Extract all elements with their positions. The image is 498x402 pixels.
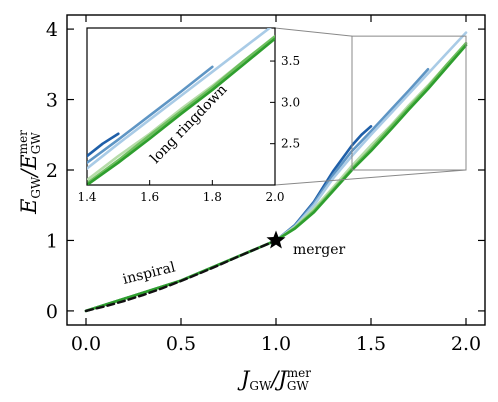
x-tick-label: 0.0 — [71, 333, 101, 355]
inset-series — [87, 28, 275, 185]
inset-series-line — [87, 37, 275, 185]
y-tick-label: 3 — [46, 90, 58, 112]
y-axis-label: EGW/EGWmer — [16, 130, 43, 215]
inset-series-line — [87, 28, 272, 171]
zoom-indicator — [274, 27, 467, 186]
y-tick-label: 0 — [46, 301, 58, 323]
y-tick-label: 4 — [46, 19, 58, 41]
x-tick-label: 2.0 — [451, 333, 481, 355]
zoom-connector-top — [274, 27, 353, 37]
inset-x-tick-label: 1.8 — [203, 190, 222, 204]
main-ticks: 0.0 0.5 1.0 1.5 2.0 0 1 2 3 4 — [46, 15, 485, 355]
series-line-inspiral-dashed — [84, 239, 278, 313]
inset-y-tick-label: 3.5 — [281, 54, 300, 68]
y-tick-label: 1 — [46, 230, 58, 252]
inset-x-tick-label: 2.0 — [265, 190, 284, 204]
inset-x-tick-label: 1.6 — [140, 190, 159, 204]
x-tick-label: 1.5 — [356, 333, 386, 355]
x-axis-label: JGW/JGWmer — [237, 366, 311, 393]
y-tick-label: 2 — [46, 160, 58, 182]
inset-y-tick-label: 3.0 — [281, 95, 300, 109]
merger-star-marker — [266, 230, 286, 249]
zoom-region-box — [351, 35, 467, 171]
annotation-merger: merger — [293, 242, 346, 258]
inset-series-line — [87, 65, 214, 165]
x-tick-label: 1.0 — [261, 333, 291, 355]
inset-x-tick-label: 1.4 — [77, 190, 96, 204]
inset-y-tick-label: 2.5 — [281, 137, 300, 151]
x-tick-label: 0.5 — [166, 333, 196, 355]
inset-series-line — [87, 34, 275, 185]
zoom-connector-bottom — [274, 169, 467, 186]
inset-series-line — [87, 132, 120, 158]
inset-ticks: 1.4 1.6 1.8 2.0 2.5 3.0 3.5 — [77, 54, 300, 204]
